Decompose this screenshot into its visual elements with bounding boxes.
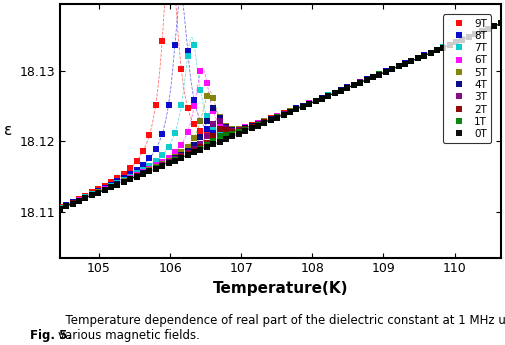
Legend: 9T, 8T, 7T, 6T, 5T, 4T, 3T, 2T, 1T, 0T: 9T, 8T, 7T, 6T, 5T, 4T, 3T, 2T, 1T, 0T xyxy=(443,14,491,144)
3T xyxy=(159,163,165,167)
2T xyxy=(191,149,197,153)
6T xyxy=(57,207,63,211)
9T xyxy=(306,101,312,105)
1T xyxy=(172,158,178,162)
6T xyxy=(498,21,504,26)
0T xyxy=(434,48,440,52)
Line: 8T: 8T xyxy=(57,0,503,211)
Line: 0T: 0T xyxy=(57,21,503,212)
9T xyxy=(440,45,446,49)
Line: 7T: 7T xyxy=(57,21,503,211)
6T xyxy=(191,104,197,108)
4T xyxy=(191,143,197,147)
3T xyxy=(498,21,504,26)
5T xyxy=(299,104,306,108)
2T xyxy=(428,51,434,55)
7T xyxy=(172,131,178,135)
Text: Fig. 5.: Fig. 5. xyxy=(30,328,72,342)
4T xyxy=(299,104,306,108)
6T xyxy=(172,150,178,154)
Line: 3T: 3T xyxy=(57,21,503,211)
3T xyxy=(57,207,63,211)
0T xyxy=(172,158,178,162)
9T xyxy=(57,205,63,209)
8T xyxy=(114,179,120,184)
7T xyxy=(191,43,197,47)
Line: 1T: 1T xyxy=(57,21,503,212)
6T xyxy=(428,51,434,55)
9T xyxy=(434,48,440,52)
Line: 9T: 9T xyxy=(57,0,503,210)
2T xyxy=(498,21,504,26)
1T xyxy=(434,48,440,52)
8T xyxy=(440,45,446,49)
2T xyxy=(57,207,63,211)
1T xyxy=(428,51,434,55)
6T xyxy=(159,160,165,164)
4T xyxy=(57,207,63,211)
9T xyxy=(498,21,504,25)
Line: 5T: 5T xyxy=(57,21,503,211)
2T xyxy=(172,158,178,162)
0T xyxy=(299,105,306,109)
8T xyxy=(498,21,504,26)
0T xyxy=(498,21,504,26)
1T xyxy=(191,150,197,154)
Y-axis label: ε: ε xyxy=(4,124,13,138)
2T xyxy=(299,105,306,109)
0T xyxy=(159,164,165,168)
2T xyxy=(159,164,165,168)
4T xyxy=(434,48,440,52)
7T xyxy=(57,206,63,210)
9T xyxy=(159,39,165,43)
5T xyxy=(428,51,434,55)
7T xyxy=(428,51,434,55)
X-axis label: Temperature(K): Temperature(K) xyxy=(213,281,348,296)
1T xyxy=(299,105,306,109)
0T xyxy=(191,150,197,155)
7T xyxy=(159,153,165,157)
6T xyxy=(299,104,306,108)
8T xyxy=(159,132,165,136)
0T xyxy=(428,51,434,55)
7T xyxy=(434,48,440,52)
1T xyxy=(498,21,504,26)
0T xyxy=(57,207,63,211)
5T xyxy=(57,207,63,211)
1T xyxy=(159,164,165,168)
4T xyxy=(498,21,504,26)
9T xyxy=(114,176,120,180)
3T xyxy=(434,48,440,52)
Line: 6T: 6T xyxy=(57,21,503,211)
3T xyxy=(172,157,178,161)
6T xyxy=(434,48,440,52)
5T xyxy=(172,155,178,159)
4T xyxy=(172,156,178,160)
8T xyxy=(197,118,204,122)
8T xyxy=(57,206,63,210)
7T xyxy=(299,104,306,108)
Line: 2T: 2T xyxy=(57,21,503,211)
7T xyxy=(498,21,504,26)
4T xyxy=(159,162,165,167)
8T xyxy=(306,101,312,105)
5T xyxy=(498,21,504,26)
9T xyxy=(197,129,204,133)
3T xyxy=(191,147,197,151)
2T xyxy=(434,48,440,52)
4T xyxy=(428,51,434,55)
5T xyxy=(159,162,165,166)
Text: Temperature dependence of real part of the dielectric constant at 1 MHz under
va: Temperature dependence of real part of t… xyxy=(58,314,505,342)
Line: 4T: 4T xyxy=(57,21,503,211)
8T xyxy=(434,48,440,52)
3T xyxy=(299,105,306,109)
5T xyxy=(191,136,197,140)
1T xyxy=(57,207,63,211)
3T xyxy=(428,51,434,55)
5T xyxy=(434,48,440,52)
